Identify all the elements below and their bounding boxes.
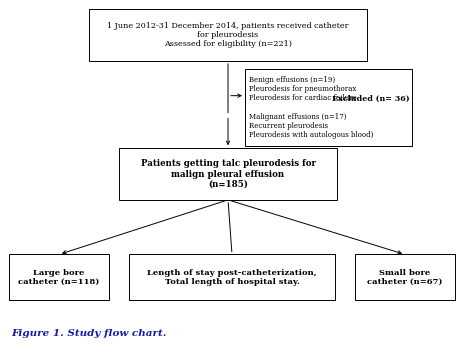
Text: 1 June 2012-31 December 2014, patients received catheter
for pleurodesis
Assesse: 1 June 2012-31 December 2014, patients r… [107,22,348,48]
FancyBboxPatch shape [128,254,335,300]
Text: Figure 1. Study flow chart.: Figure 1. Study flow chart. [11,329,166,338]
Text: Benign effusions (n=19)
Pleurodesis for pneumothorax
Pleurodesis for cardiac fai: Benign effusions (n=19) Pleurodesis for … [248,76,372,139]
Text: Small bore
catheter (n=67): Small bore catheter (n=67) [367,269,442,286]
Text: Length of stay post-catheterization,
Total length of hospital stay.: Length of stay post-catheterization, Tot… [147,269,316,286]
Text: Excluded (n= 36): Excluded (n= 36) [332,95,409,103]
FancyBboxPatch shape [119,148,337,200]
Text: Patients getting talc pleurodesis for
malign pleural effusion
(n=185): Patients getting talc pleurodesis for ma… [140,159,315,189]
FancyBboxPatch shape [89,9,366,61]
FancyBboxPatch shape [9,254,108,300]
FancyBboxPatch shape [355,254,454,300]
FancyBboxPatch shape [244,69,411,146]
Text: Large bore
catheter (n=118): Large bore catheter (n=118) [19,269,100,286]
